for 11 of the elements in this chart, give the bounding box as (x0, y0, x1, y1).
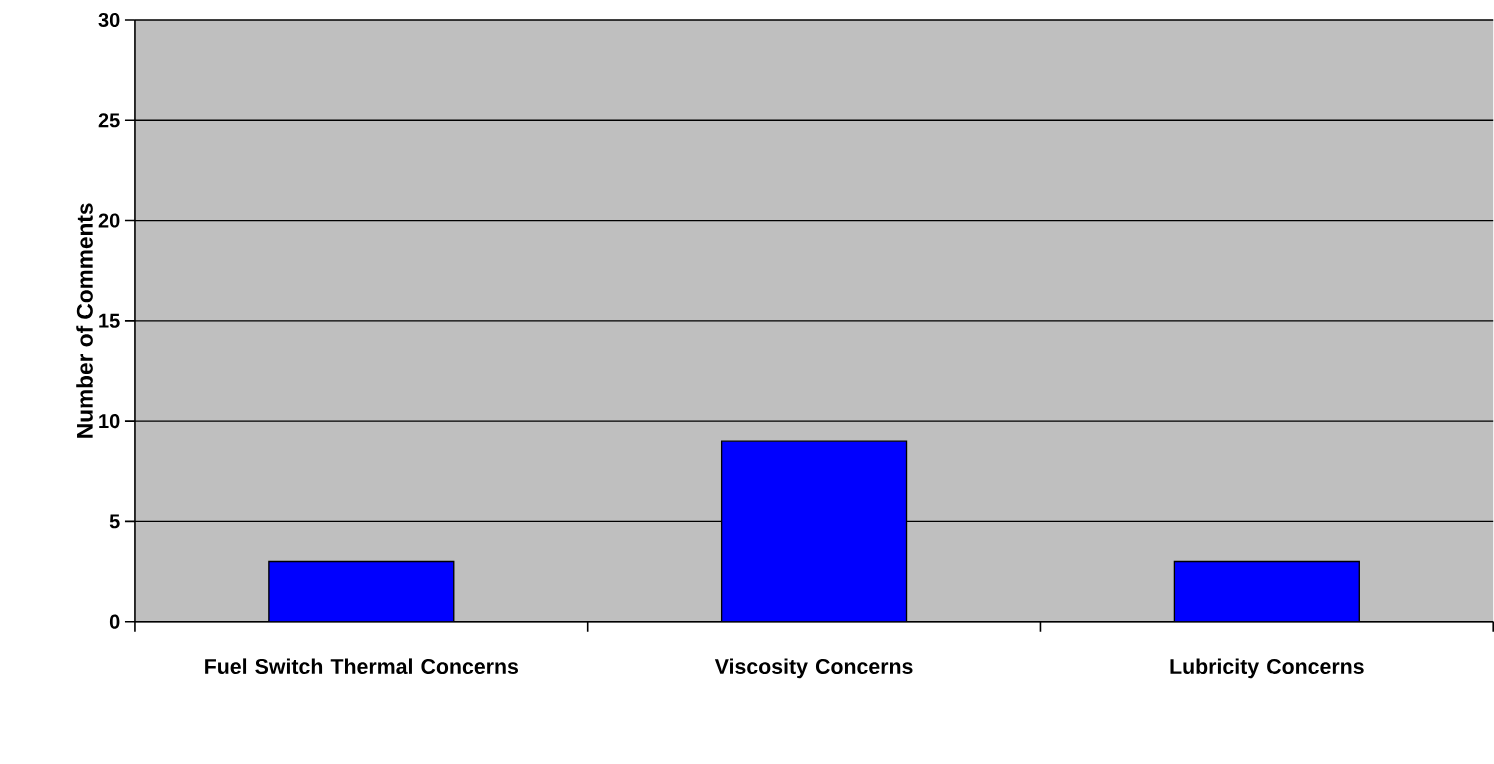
x-tick-label: Lubricity Concerns (1170, 658, 1364, 679)
y-tick-label: 10 (99, 414, 120, 429)
x-tick-label: Viscosity Concerns (714, 658, 913, 679)
y-tick-label: 20 (98, 213, 120, 228)
y-tick-label: 25 (98, 113, 120, 128)
y-tick-label: 30 (98, 13, 120, 28)
y-tick-label: 0 (109, 614, 120, 629)
y-tick-label: 15 (99, 314, 120, 328)
y-axis-title: Number of Comments (76, 203, 93, 438)
x-tick-label: Fuel Switch Thermal Concerns (205, 658, 518, 675)
y-tick-label: 5 (109, 514, 120, 529)
